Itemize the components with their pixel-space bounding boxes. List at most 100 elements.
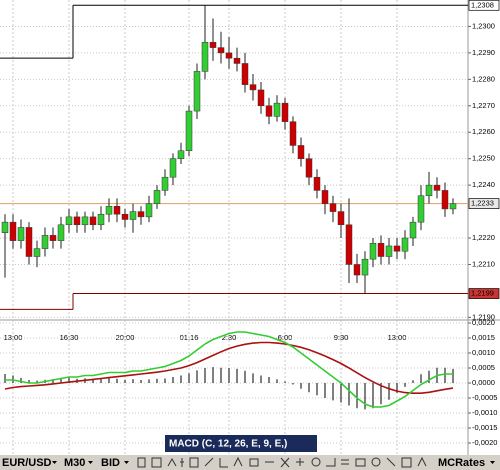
candle-body <box>129 211 137 220</box>
y-tick-label: 0,0005 <box>472 363 495 372</box>
candle-body <box>121 213 129 220</box>
y-tick-label: 0,0000 <box>472 378 495 387</box>
x-tick-label: 13:00 <box>4 333 23 342</box>
candle-body <box>313 176 321 191</box>
candle-body <box>57 224 65 241</box>
source-select[interactable]: MCRates <box>438 457 485 469</box>
candle-body <box>449 203 457 210</box>
candle-body <box>65 216 73 226</box>
price-marker <box>468 198 500 209</box>
candle-body <box>89 216 97 226</box>
toolbar: EUR/USD M30 BID MCRates <box>0 455 500 470</box>
candle-body <box>417 195 425 223</box>
y-tick-label: 1,2280 <box>472 74 495 83</box>
candle-body <box>369 243 377 260</box>
candle-body <box>377 243 385 257</box>
price-marker <box>468 288 500 299</box>
y-tick-label: 0,0020 <box>472 318 495 327</box>
candle-body <box>97 213 105 226</box>
y-tick-label: -0,0015 <box>472 423 497 432</box>
candle-body <box>169 158 177 178</box>
dropdown-arrow <box>124 461 129 464</box>
signal-line <box>4 341 454 394</box>
candle-body <box>113 206 121 215</box>
indicator-label-bg <box>165 435 317 452</box>
y-tick-label: -0,0005 <box>472 393 497 402</box>
candle-body <box>9 221 17 241</box>
candle-body <box>401 237 409 252</box>
x-tick-label: 20:00 <box>116 333 135 342</box>
candle-body <box>257 89 265 107</box>
candle-body <box>193 71 201 112</box>
y-tick-label: 0,0015 <box>472 333 495 342</box>
candle-body <box>1 221 9 233</box>
price-marker-label: 1,2199 <box>471 289 494 298</box>
candle-body <box>25 227 33 257</box>
candle-body <box>81 216 89 226</box>
candle-body <box>233 57 241 64</box>
y-tick-label: -0,0010 <box>472 408 497 417</box>
x-tick-label: 9:30 <box>334 333 349 342</box>
indicator-label: MACD (C, 12, 26, E, 9, E,) <box>169 439 287 450</box>
candle-body <box>137 211 145 218</box>
candle-body <box>265 105 273 117</box>
tool-icons[interactable] <box>137 456 427 468</box>
x-tick-label: 16:30 <box>60 333 79 342</box>
candle-body <box>297 145 305 159</box>
candle-body <box>329 203 337 212</box>
candle-body <box>345 224 353 265</box>
x-tick-label: 2:30 <box>222 333 237 342</box>
macd-line <box>5 331 453 408</box>
candle-body <box>361 258 369 276</box>
y-tick-label: 1,2190 <box>472 312 495 321</box>
candle-body <box>17 227 25 241</box>
candle-body <box>433 184 441 191</box>
candle-body <box>161 176 169 191</box>
candle-body <box>321 190 329 204</box>
x-tick-label: 13:00 <box>388 333 407 342</box>
candle-body <box>337 211 345 226</box>
dropdown-arrow <box>88 461 93 464</box>
candle-body <box>49 235 57 241</box>
price-marker <box>468 0 500 11</box>
candle-body <box>241 63 249 85</box>
candle-body <box>353 264 361 276</box>
price-marker-label: 1,2308 <box>471 0 494 9</box>
y-tick-label: 1,2250 <box>472 154 495 163</box>
candle-body <box>209 42 217 48</box>
candle-body <box>145 203 153 218</box>
price-marker-label: 1,2233 <box>471 199 494 208</box>
background <box>0 0 500 455</box>
candle-body <box>425 184 433 196</box>
candle-body <box>409 221 417 239</box>
dropdown-arrow <box>490 461 495 464</box>
dropdown-arrow <box>52 461 57 464</box>
y-tick-label: 1,2290 <box>472 48 495 57</box>
candle-body <box>105 206 113 215</box>
candle-body <box>41 235 49 249</box>
candle-body <box>185 110 193 151</box>
y-tick-label: 1,2260 <box>472 127 495 136</box>
candle-body <box>249 84 257 91</box>
candle-body <box>153 190 161 204</box>
symbol-select[interactable]: EUR/USD <box>2 457 52 469</box>
x-tick-label: 01.16 <box>180 333 199 342</box>
candle-body <box>73 216 81 226</box>
y-tick-label: 1,2300 <box>472 21 495 30</box>
candle-body <box>33 248 41 257</box>
candle-body <box>281 102 289 122</box>
y-tick-label: 0,0010 <box>472 348 495 357</box>
x-tick-label: 6:00 <box>278 333 293 342</box>
y-tick-label: 1,2210 <box>472 259 495 268</box>
period-select[interactable]: M30 <box>64 457 85 469</box>
candle-body <box>177 150 185 159</box>
y-tick-label: 1,2270 <box>472 101 495 110</box>
candle-body <box>225 52 233 59</box>
price-select[interactable]: BID <box>101 457 120 469</box>
candle-body <box>201 42 209 72</box>
candle-body <box>217 47 225 54</box>
y-tick-label: -0,0020 <box>472 438 497 447</box>
candle-body <box>273 102 281 117</box>
candle-body <box>289 121 297 146</box>
